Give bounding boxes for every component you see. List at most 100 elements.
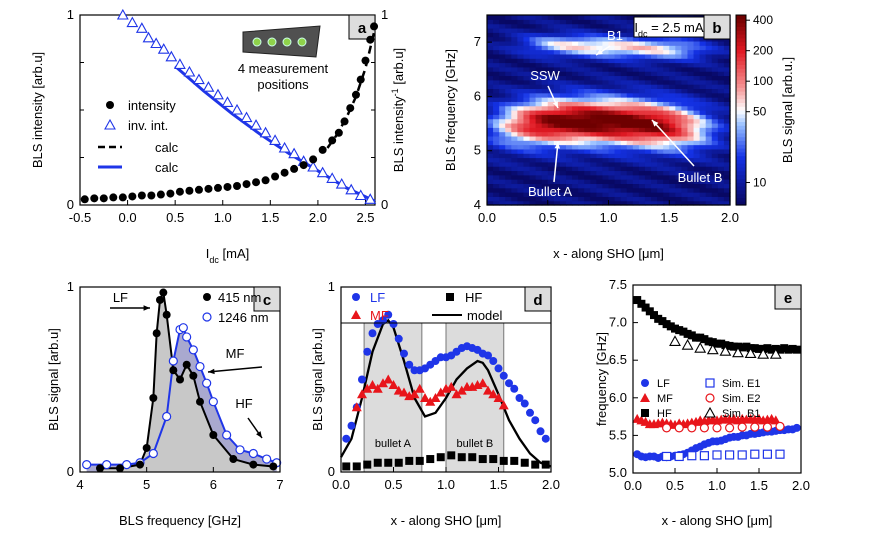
b-heatmap-cell bbox=[632, 166, 640, 172]
b-heatmap-cell bbox=[565, 32, 573, 38]
b-colorbar-tick-label: 10 bbox=[753, 176, 767, 190]
d-point-mf bbox=[430, 393, 441, 402]
b-heatmap-cell bbox=[565, 166, 573, 172]
b-heatmap-cell bbox=[565, 200, 573, 206]
b-heatmap-cell bbox=[511, 66, 518, 72]
b-heatmap-cell bbox=[626, 140, 634, 146]
b-heatmap-cell bbox=[517, 27, 525, 33]
b-heatmap-cell bbox=[523, 62, 531, 68]
a-x-tick-label: 1.0 bbox=[214, 210, 232, 225]
b-heatmap-cell bbox=[493, 58, 500, 64]
b-heatmap-cell bbox=[608, 19, 616, 25]
b-heatmap-cell bbox=[699, 97, 707, 102]
b-heatmap-cell bbox=[487, 15, 494, 20]
b-heatmap-cell bbox=[547, 144, 555, 150]
b-heatmap-cell bbox=[669, 45, 676, 51]
b-heatmap-cell bbox=[584, 127, 591, 133]
b-heatmap-cell bbox=[505, 88, 512, 94]
b-heatmap-cell bbox=[669, 71, 676, 77]
a-inv-int-point bbox=[250, 119, 262, 130]
b-heatmap-cell bbox=[711, 101, 719, 107]
b-heatmap-cell bbox=[681, 71, 689, 77]
a-legend-label: calc bbox=[155, 140, 179, 155]
b-heatmap-cell bbox=[523, 40, 531, 46]
d-point-lf bbox=[510, 384, 519, 393]
b-heatmap-cell bbox=[547, 161, 555, 167]
b-heatmap-cell bbox=[517, 135, 525, 141]
b-heatmap-cell bbox=[717, 170, 725, 176]
b-heatmap-cell bbox=[638, 75, 646, 81]
b-heatmap-cell bbox=[663, 192, 670, 197]
b-heatmap-cell bbox=[644, 62, 652, 68]
b-heatmap-cell bbox=[651, 92, 658, 98]
b-heatmap-cell bbox=[663, 92, 670, 98]
a-intensity-point bbox=[356, 75, 365, 84]
b-heatmap-cell bbox=[717, 88, 725, 94]
a-inv-int-point bbox=[221, 96, 234, 107]
b-heatmap-cell bbox=[529, 105, 537, 111]
a-inv-int-point bbox=[157, 43, 170, 54]
c-arrow-mf bbox=[207, 366, 263, 373]
b-heatmap-cell bbox=[590, 166, 597, 172]
d-point-mf bbox=[483, 385, 493, 395]
b-heatmap-cell bbox=[638, 97, 646, 102]
b-heatmap-cell bbox=[687, 97, 695, 102]
b-heatmap-cell bbox=[620, 166, 628, 172]
b-heatmap-cell bbox=[626, 105, 634, 111]
b-heatmap-cell bbox=[547, 97, 555, 102]
b-colorbar-frame bbox=[735, 14, 747, 206]
b-heatmap-cell bbox=[651, 170, 658, 176]
e-point-hf bbox=[662, 320, 671, 329]
b-heatmap-cell bbox=[705, 196, 713, 202]
b-heatmap-cell bbox=[535, 161, 543, 167]
e-point-sim-e1 bbox=[750, 449, 760, 459]
d-x-tick-label: 1.5 bbox=[489, 477, 507, 492]
b-heatmap-cell bbox=[547, 49, 555, 55]
b-heatmap-cell bbox=[675, 97, 682, 102]
b-heatmap-cell bbox=[535, 88, 543, 94]
b-heatmap-cell bbox=[638, 166, 646, 172]
b-heatmap-cell bbox=[651, 110, 658, 115]
b-y-tick-label: 5 bbox=[474, 143, 481, 158]
b-heatmap-cell bbox=[608, 32, 616, 38]
b-heatmap-cell bbox=[687, 118, 695, 124]
b-heatmap-cell bbox=[620, 148, 628, 154]
b-heatmap-cell bbox=[644, 179, 652, 185]
b-title-part: = 2.5 mA bbox=[648, 20, 704, 35]
b-heatmap-cell bbox=[553, 118, 561, 124]
d-point-lf bbox=[363, 347, 372, 356]
b-heatmap-cell bbox=[699, 200, 707, 206]
e-point-sim-e2 bbox=[775, 421, 785, 431]
b-heatmap-cell bbox=[511, 92, 518, 98]
b-heatmap-cell bbox=[717, 71, 725, 77]
b-heatmap-cell bbox=[626, 36, 634, 42]
b-heatmap-cell bbox=[675, 127, 682, 133]
b-heatmap-cell bbox=[675, 118, 682, 124]
a-intensity-point bbox=[156, 190, 165, 199]
b-heatmap-cell bbox=[626, 23, 634, 29]
b-heatmap-cell bbox=[487, 153, 494, 159]
b-heatmap-cell bbox=[499, 79, 506, 85]
b-heatmap-cell bbox=[590, 62, 597, 68]
b-heatmap-cell bbox=[511, 27, 518, 33]
b-colorbar-segment bbox=[736, 98, 746, 103]
b-heatmap-cell bbox=[632, 105, 640, 111]
b-heatmap-cell bbox=[517, 192, 525, 197]
b-colorbar-segment bbox=[736, 45, 746, 50]
b-heatmap-cell bbox=[608, 101, 616, 107]
e-point-hf bbox=[645, 307, 654, 316]
b-heatmap-cell bbox=[553, 135, 561, 141]
b-heatmap-cell bbox=[559, 157, 567, 163]
b-heatmap-cell bbox=[717, 118, 725, 124]
b-heatmap-cell bbox=[632, 118, 640, 124]
b-heatmap-cell bbox=[523, 105, 531, 111]
e-point-sim-b1 bbox=[669, 335, 681, 346]
b-heatmap-cell bbox=[602, 101, 610, 107]
b-heatmap-cell bbox=[663, 62, 670, 68]
b-heatmap-cell bbox=[499, 19, 506, 25]
b-heatmap-cell bbox=[590, 187, 597, 193]
b-heatmap-cell bbox=[499, 187, 506, 193]
b-heatmap-cell bbox=[626, 71, 634, 77]
b-heatmap-cell bbox=[523, 79, 531, 85]
b-heatmap-cell bbox=[675, 153, 682, 159]
